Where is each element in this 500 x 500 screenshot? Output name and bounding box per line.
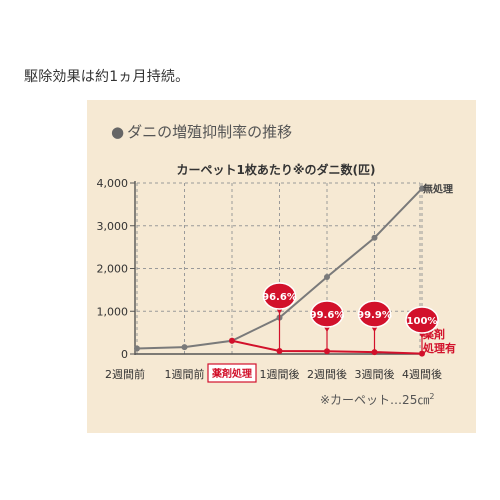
footnote: ※カーペット…25㎝2 bbox=[320, 391, 434, 408]
reduction-balloon-body-0 bbox=[262, 282, 297, 310]
x-tick-label-4: 2週間後 bbox=[307, 367, 347, 381]
chart-title: カーペット1枚あたり※のダニ数(匹) bbox=[177, 162, 376, 177]
series-0-point-5 bbox=[371, 234, 378, 241]
x-tick-label-5: 3週間後 bbox=[355, 367, 395, 381]
series-0-point-0 bbox=[134, 345, 140, 352]
x-tick-label-3: 1週間後 bbox=[260, 367, 300, 381]
x-tick-label-0: 2週間前 bbox=[105, 367, 145, 381]
reduction-balloon-3: 100% bbox=[405, 306, 439, 354]
x-tick-label-1: 1週間前 bbox=[165, 367, 205, 381]
series-label-treated-line2: 処理有 bbox=[422, 341, 456, 355]
reduction-balloon-2: 99.9% bbox=[357, 300, 392, 353]
reduction-balloon-body-2 bbox=[357, 300, 392, 328]
intro-text: 駆除効果は約1ヵ月持続。 bbox=[24, 69, 190, 85]
y-tick-label-2: 2,000 bbox=[97, 263, 129, 276]
reduction-balloon-label-3: 100% bbox=[407, 316, 438, 327]
series-0-point-4 bbox=[324, 274, 330, 281]
series-0-point-1 bbox=[181, 344, 188, 351]
x-tick-label-2: 薬剤処理 bbox=[211, 367, 252, 380]
series-0-point-6 bbox=[419, 185, 425, 192]
chart-panel bbox=[87, 100, 476, 433]
x-tick-label-box-2 bbox=[207, 363, 257, 383]
chart-panel-title-text: ダニの増殖抑制率の推移 bbox=[127, 123, 293, 141]
chart-panel-title: ● ダニの増殖抑制率の推移 bbox=[111, 121, 292, 142]
reduction-balloon-label-1: 99.6% bbox=[310, 310, 345, 321]
series-label-untreated: 無処理 bbox=[423, 183, 453, 196]
series-1-point-2 bbox=[229, 337, 235, 344]
bullet-icon: ● bbox=[111, 123, 125, 141]
reduction-balloon-label-0: 96.6% bbox=[262, 292, 297, 303]
reduction-balloon-1: 99.6% bbox=[310, 300, 345, 352]
reduction-balloon-0: 96.6% bbox=[262, 282, 297, 352]
x-tick-label-6: 4週間後 bbox=[402, 367, 442, 381]
y-tick-label-4: 4,000 bbox=[97, 177, 129, 190]
y-tick-label-3: 3,000 bbox=[97, 220, 129, 233]
footnote-superscript: 2 bbox=[429, 392, 435, 401]
reduction-balloon-body-1 bbox=[310, 300, 344, 328]
y-tick-label-1: 1,000 bbox=[97, 305, 129, 318]
reduction-balloon-label-2: 99.9% bbox=[357, 310, 392, 321]
reduction-balloon-body-3 bbox=[405, 306, 439, 334]
footnote-text: ※カーペット…25㎝ bbox=[320, 393, 430, 407]
y-tick-label-0: 0 bbox=[121, 348, 128, 361]
